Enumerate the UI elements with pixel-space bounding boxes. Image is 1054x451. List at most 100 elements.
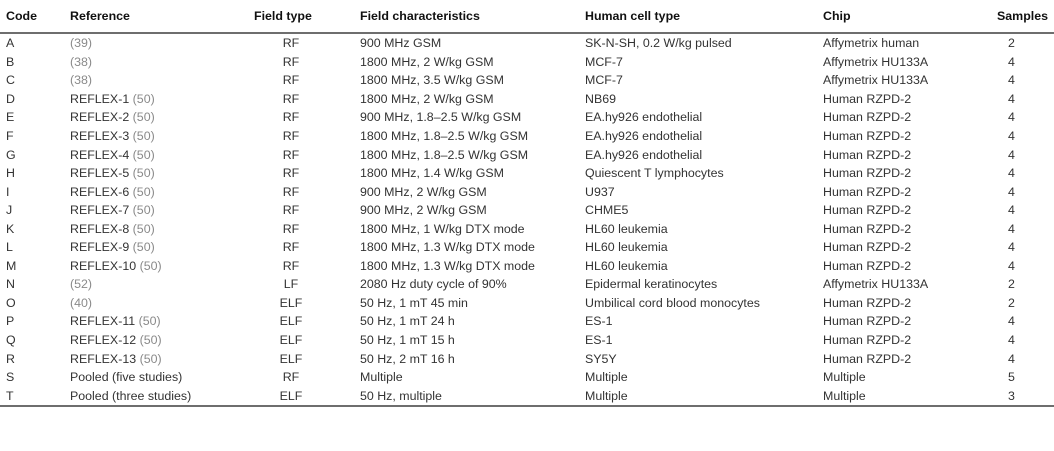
reference-text: Pooled (three studies) <box>70 388 192 403</box>
cell-reference: REFLEX-13 (50) <box>64 349 248 368</box>
reference-text: REFLEX-4 <box>70 147 133 162</box>
reference-citation[interactable]: (50) <box>132 91 155 106</box>
cell-code: O <box>6 295 16 310</box>
reference-text: REFLEX-10 <box>70 258 140 273</box>
reference-citation[interactable]: (40) <box>70 295 93 310</box>
reference-citation[interactable]: (52) <box>70 277 93 292</box>
cell-samples: 4 <box>1008 91 1015 106</box>
header-human-cell-type: Human cell type <box>579 0 817 34</box>
cell-field-type: RF <box>282 129 300 143</box>
cell-code: H <box>6 166 15 181</box>
cell-human-cell-type: HL60 leukemia <box>585 258 668 273</box>
cell-field-characteristics: 1800 MHz, 1.3 W/kg DTX mode <box>360 258 535 273</box>
cell-chip: Human RZPD-2 <box>823 203 912 218</box>
reference-citation[interactable]: (50) <box>139 351 162 366</box>
table-row: R REFLEX-13 (50) ELF 50 Hz, 2 mT 16 h SY5Y Hu… <box>0 349 1054 368</box>
cell-field-type: RF <box>282 258 300 273</box>
cell-human-cell-type: Multiple <box>579 386 817 407</box>
reference-text: REFLEX-9 <box>70 240 133 255</box>
table-row: N (52) LF 2080 Hz duty cycle of 90% Epiderma… <box>0 275 1054 294</box>
cell-samples: 2 <box>1008 295 1015 310</box>
cell-chip: Affymetrix HU133A <box>823 277 929 292</box>
cell-samples: 4 <box>1008 221 1015 236</box>
cell-samples: 4 <box>1008 73 1015 88</box>
reference-citation[interactable]: (50) <box>132 184 155 199</box>
cell-samples: 4 <box>1008 129 1015 143</box>
cell-code: G <box>6 147 16 162</box>
cell-chip: Human RZPD-2 <box>823 110 912 125</box>
reference-text: REFLEX-13 <box>70 351 140 366</box>
reference-citation[interactable]: (50) <box>132 110 155 125</box>
cell-human-cell-type: Umbilical cord blood monocytes <box>585 295 760 310</box>
cell-code: I <box>6 184 10 199</box>
reference-text: REFLEX-12 <box>70 333 140 348</box>
cell-chip: Human RZPD-2 <box>823 314 912 329</box>
reference-citation[interactable]: (50) <box>139 258 162 273</box>
cell-human-cell-type: SK-N-SH, 0.2 W/kg pulsed <box>585 36 732 51</box>
cell-reference: REFLEX-7 (50) <box>64 201 248 220</box>
cell-reference: REFLEX-12 (50) <box>64 331 248 350</box>
cell-reference: REFLEX-5 (50) <box>64 164 248 183</box>
cell-code: A <box>6 36 15 51</box>
cell-reference: (40) <box>64 294 248 313</box>
cell-field-characteristics: 50 Hz, 1 mT 24 h <box>360 314 455 329</box>
cell-human-cell-type: HL60 leukemia <box>585 221 668 236</box>
header-field-type: Field type <box>248 0 354 34</box>
header-code: Code <box>0 0 64 34</box>
header-field-characteristics: Field characteristics <box>354 0 579 34</box>
cell-reference: REFLEX-9 (50) <box>64 238 248 257</box>
cell-chip: Human RZPD-2 <box>823 351 912 366</box>
cell-field-characteristics: 1800 MHz, 3.5 W/kg GSM <box>360 73 504 88</box>
cell-field-type: ELF <box>279 295 303 310</box>
cell-field-type: RF <box>282 184 300 199</box>
cell-reference: REFLEX-4 (50) <box>64 145 248 164</box>
reference-citation[interactable]: (50) <box>138 314 161 329</box>
table-body: A (39) RF 900 MHz GSM SK-N-SH, 0.2 W/kg puls… <box>0 33 1054 407</box>
cell-human-cell-type: ES-1 <box>585 314 613 329</box>
cell-code: Q <box>6 333 16 348</box>
reference-citation[interactable]: (50) <box>132 240 155 255</box>
cell-field-type: RF <box>282 36 300 51</box>
cell-chip: Affymetrix human <box>823 36 920 51</box>
reference-citation[interactable]: (50) <box>132 129 155 143</box>
cell-field-type: RF <box>282 147 300 162</box>
cell-chip: Human RZPD-2 <box>823 184 912 199</box>
reference-citation[interactable]: (50) <box>139 333 162 348</box>
cell-field-characteristics: 900 MHz, 2 W/kg GSM <box>360 184 487 199</box>
cell-code: P <box>6 314 15 329</box>
cell-field-characteristics: 1800 MHz, 1.8–2.5 W/kg GSM <box>360 129 529 143</box>
table-row: S Pooled (five studies) RF Multiple Multiple… <box>0 368 1054 387</box>
cell-reference: REFLEX-2 (50) <box>64 108 248 127</box>
reference-citation[interactable]: (50) <box>132 166 155 181</box>
cell-code: D <box>6 91 15 106</box>
cell-field-characteristics: 50 Hz, 1 mT 15 h <box>360 333 455 348</box>
reference-citation[interactable]: (50) <box>132 203 155 218</box>
reference-citation[interactable]: (38) <box>70 73 93 88</box>
cell-field-type: RF <box>282 221 300 236</box>
cell-field-characteristics: 900 MHz GSM <box>360 36 442 51</box>
reference-citation[interactable]: (39) <box>70 36 93 51</box>
reference-text: REFLEX-11 <box>70 314 139 329</box>
cell-chip: Affymetrix HU133A <box>823 54 929 69</box>
cell-code: N <box>6 277 15 292</box>
reference-text: REFLEX-8 <box>70 221 133 236</box>
cell-field-characteristics: 50 Hz, 2 mT 16 h <box>360 351 455 366</box>
reference-text: REFLEX-3 <box>70 129 133 143</box>
table-row: F REFLEX-3 (50) RF 1800 MHz, 1.8–2.5 W/kg G… <box>0 127 1054 146</box>
cell-field-type: RF <box>282 73 300 88</box>
cell-reference: Pooled (five studies) <box>64 368 248 387</box>
cell-samples: 4 <box>1008 147 1015 162</box>
reference-citation[interactable]: (50) <box>132 221 155 236</box>
reference-citation[interactable]: (38) <box>70 54 93 69</box>
table-row: Q REFLEX-12 (50) ELF 50 Hz, 1 mT 15 h ES-1 Hu… <box>0 331 1054 350</box>
cell-human-cell-type: EA.hy926 endothelial <box>585 129 703 143</box>
table-row: O (40) ELF 50 Hz, 1 mT 45 min Umbilical cord… <box>0 294 1054 313</box>
cell-reference: REFLEX-6 (50) <box>64 182 248 201</box>
reference-citation[interactable]: (50) <box>132 147 155 162</box>
cell-field-characteristics: 1800 MHz, 1.8–2.5 W/kg GSM <box>360 147 529 162</box>
cell-field-type: RF <box>282 203 300 218</box>
cell-chip: Human RZPD-2 <box>823 333 912 348</box>
cell-human-cell-type: Multiple <box>585 370 628 385</box>
cell-code: R <box>6 351 15 366</box>
cell-code: M <box>6 258 17 273</box>
